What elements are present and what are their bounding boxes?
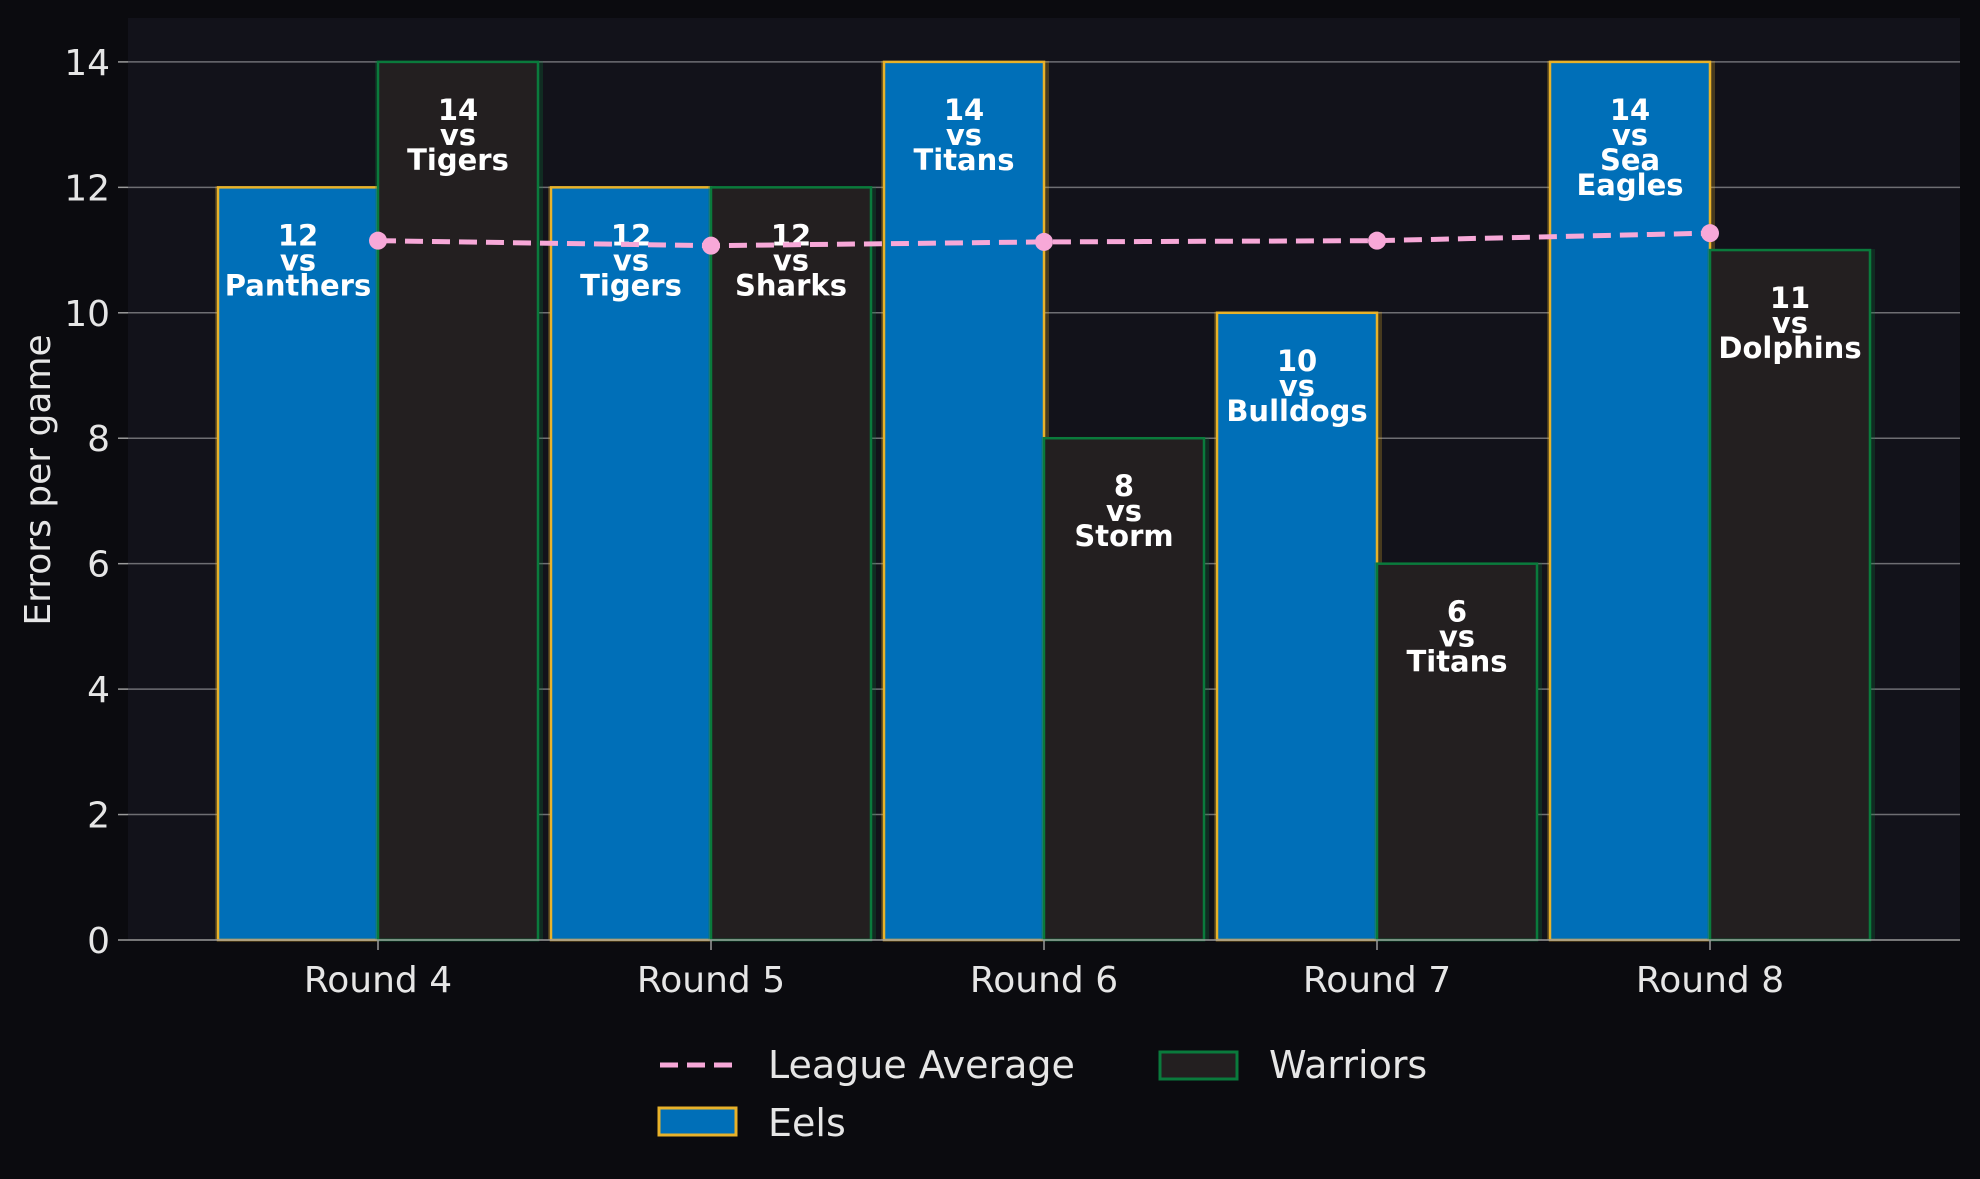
y-tick-label-0: 0	[87, 921, 110, 962]
legend-warriors-label: Warriors	[1269, 1043, 1427, 1087]
x-tick-label: Round 6	[970, 960, 1118, 1001]
bar-label: 8 vs Storm	[1074, 469, 1173, 553]
bar-label: 14 vs Sea Eagles	[1576, 93, 1683, 202]
bar-label: 12 vs Sharks	[735, 218, 847, 302]
league-average-path	[377, 230, 1711, 249]
bar-label-line: vs	[946, 118, 982, 152]
bars	[215, 60, 1875, 942]
bar-warriors-5	[709, 186, 873, 942]
x-tick-label: Round 8	[1636, 960, 1784, 1001]
y-tick-label-8: 8	[87, 419, 110, 460]
bar-label-line: vs	[1106, 494, 1142, 528]
bar-label-line: Bulldogs	[1226, 394, 1367, 428]
bar-label-line: 14	[1610, 93, 1650, 127]
bar-eels-7	[1215, 311, 1379, 942]
legend-eels-swatch	[657, 1106, 738, 1137]
bar-eels-8	[1548, 60, 1712, 942]
bar-label-line: vs	[280, 243, 316, 277]
league-average-point	[369, 231, 387, 250]
y-tick-label-12: 12	[64, 168, 110, 209]
bar-label-line: Titans	[913, 143, 1014, 177]
bar-warriors-8	[1708, 248, 1872, 942]
bar-eels-4	[216, 186, 380, 942]
legend-league-average-label: League Average	[768, 1043, 1075, 1087]
y-tick-label-10: 10	[64, 294, 110, 335]
bar-label-line: Eagles	[1576, 168, 1683, 202]
league-average-line	[369, 224, 1719, 255]
bar-label-line: Storm	[1074, 519, 1173, 553]
bar-label-line: 10	[1277, 344, 1317, 378]
league-average-point	[1701, 224, 1719, 243]
bar-label-line: vs	[773, 243, 809, 277]
league-average-point	[1368, 231, 1386, 250]
bar-label-line: vs	[1612, 118, 1648, 152]
bar-eels-5	[549, 186, 713, 942]
bar-label-line: 14	[438, 93, 478, 127]
bar-label-line: vs	[440, 118, 476, 152]
y-tick-label-14: 14	[64, 43, 110, 84]
bar-label-line: 12	[278, 218, 318, 252]
league-average-point	[702, 236, 720, 255]
y-tick-label-2: 2	[87, 796, 110, 837]
bar-label-line: vs	[1439, 620, 1475, 654]
y-tick-label-4: 4	[87, 670, 110, 711]
bar-warriors-7	[1375, 562, 1539, 942]
bar-label: 14 vs Tigers	[407, 93, 509, 177]
bar-warriors-4	[376, 60, 540, 942]
bar-label-line: vs	[1772, 306, 1808, 340]
bar-label: 10 vs Bulldogs	[1226, 344, 1367, 428]
y-axis-ticks: 0 2 4 6 8 10 12 14	[64, 43, 128, 962]
bar-label-line: Tigers	[407, 143, 509, 177]
x-tick-label: Round 5	[637, 960, 785, 1001]
legend: League Average Eels Warriors	[657, 1043, 1427, 1145]
bar-label-line: vs	[1279, 369, 1315, 403]
bar-label: 14 vs Titans	[913, 93, 1014, 177]
bar-label-line: vs	[613, 243, 649, 277]
x-axis-ticks: Round 4 Round 5 Round 6 Round 7 Round 8	[304, 940, 1784, 1001]
bar-label-line: 11	[1770, 281, 1810, 315]
bar-label-line: 6	[1447, 595, 1467, 629]
bar-eels-6	[882, 60, 1046, 942]
bar-label-line: Sea	[1600, 143, 1660, 177]
bar-label-line: Tigers	[580, 268, 682, 302]
bar-label-line: Dolphins	[1718, 331, 1861, 365]
league-average-point	[1035, 232, 1053, 251]
x-tick-label: Round 4	[304, 960, 452, 1001]
x-tick-label: Round 7	[1303, 960, 1451, 1001]
bar-label-line: Sharks	[735, 268, 847, 302]
bar-label: 11 vs Dolphins	[1718, 281, 1861, 365]
bar-label-line: Panthers	[225, 268, 371, 302]
bar-warriors-6	[1042, 436, 1206, 942]
y-tick-label-6: 6	[87, 545, 110, 586]
legend-eels-label: Eels	[768, 1101, 846, 1145]
bar-label: 12 vs Tigers	[580, 218, 682, 302]
bar-label: 6 vs Titans	[1406, 595, 1507, 679]
bar-label-line: Titans	[1406, 645, 1507, 679]
legend-warriors-swatch	[1158, 1050, 1239, 1081]
bar-label-line: 8	[1114, 469, 1134, 503]
y-axis-title: Errors per game	[18, 334, 59, 625]
bar-label-line: 14	[944, 93, 984, 127]
bar-label: 12 vs Panthers	[225, 218, 371, 302]
